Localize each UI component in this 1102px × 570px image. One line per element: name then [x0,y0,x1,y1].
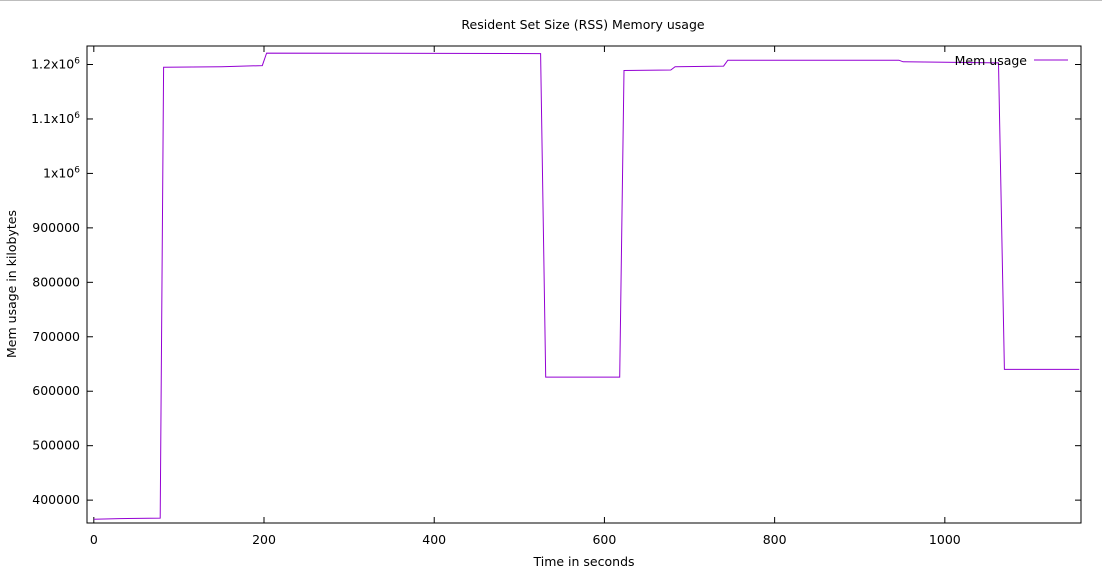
chart-title: Resident Set Size (RSS) Memory usage [461,17,704,32]
y-tick-label: 400000 [32,492,80,507]
y-tick-label: 800000 [32,274,80,289]
y-tick-label: 1.1x106 [31,111,80,126]
y-axis-label: Mem usage in kilobytes [4,210,19,358]
x-tick-label: 600 [592,532,616,547]
y-tick-label: 1x106 [43,165,80,180]
y-tick-label: 700000 [32,329,80,344]
legend: Mem usage [955,53,1068,68]
window-top-rule [0,0,1102,1]
y-tick-label-exponent: 6 [74,57,80,67]
series-group [93,52,1080,520]
y-tick-label: 500000 [32,438,80,453]
x-tick-label: 800 [763,532,787,547]
legend-label: Mem usage [955,53,1028,68]
y-tick-label-exponent: 6 [74,111,80,121]
x-tick-label: 1000 [929,532,961,547]
series-line-mem-usage [93,52,1080,520]
y-axis: 400000 500000 600000 700000 800000 900000 1x10… [31,57,1081,507]
y-tick-label: 900000 [32,220,80,235]
y-tick-label: 1.2x106 [31,57,80,72]
x-tick-label: 200 [252,532,276,547]
y-tick-label-exponent: 6 [74,165,80,175]
x-axis-label: Time in seconds [532,554,634,569]
x-tick-label: 400 [422,532,446,547]
x-axis: 0 200 400 600 800 1000 [90,46,961,547]
x-tick-label: 0 [90,532,98,547]
plot-frame [86,45,1082,524]
y-tick-label: 600000 [32,383,80,398]
